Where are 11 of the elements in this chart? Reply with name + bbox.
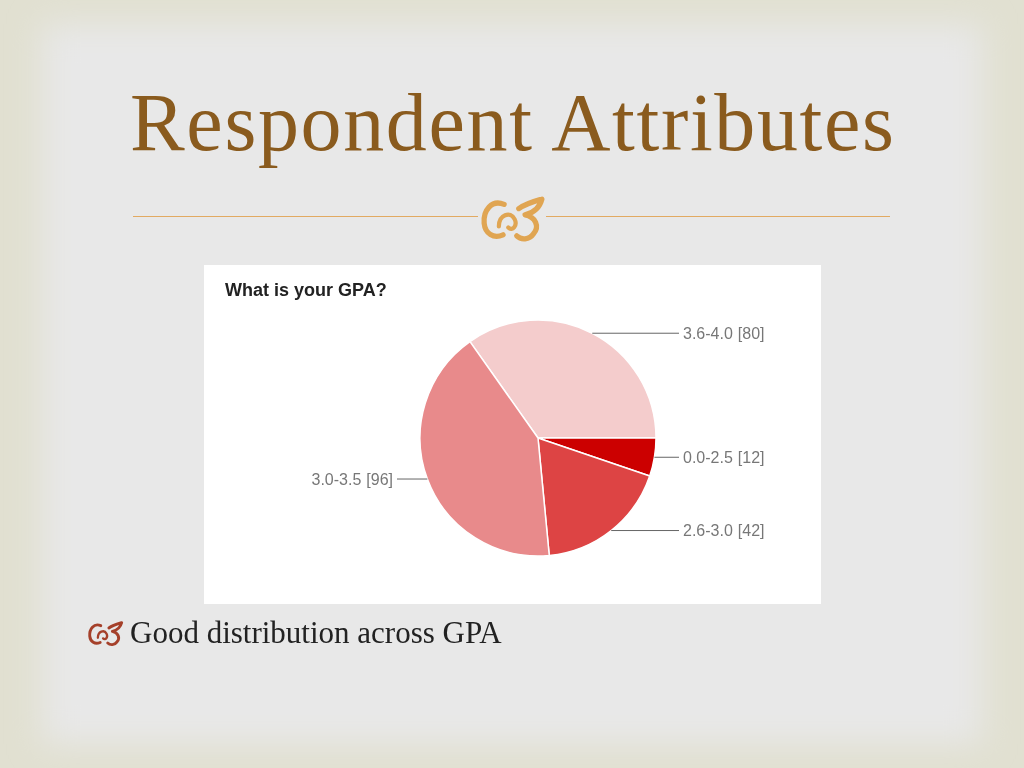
slice-label: 2.6-3.0 — [683, 522, 733, 540]
slice-label: 3.6-4.0 — [683, 324, 733, 342]
slice-label: 0.0-2.5 — [683, 449, 733, 467]
text: Good distribution across GPA — [130, 615, 503, 650]
chart-title: Respondent Attributes — [130, 77, 894, 168]
data-label: [80] — [737, 324, 765, 342]
chart-subtitle: What is your GPA? — [225, 280, 387, 300]
data-label: [42] — [737, 522, 765, 540]
data-label: [12] — [737, 449, 765, 467]
slice-label: 3.0-3.5 — [311, 470, 362, 488]
data-label: [96] — [366, 470, 393, 488]
